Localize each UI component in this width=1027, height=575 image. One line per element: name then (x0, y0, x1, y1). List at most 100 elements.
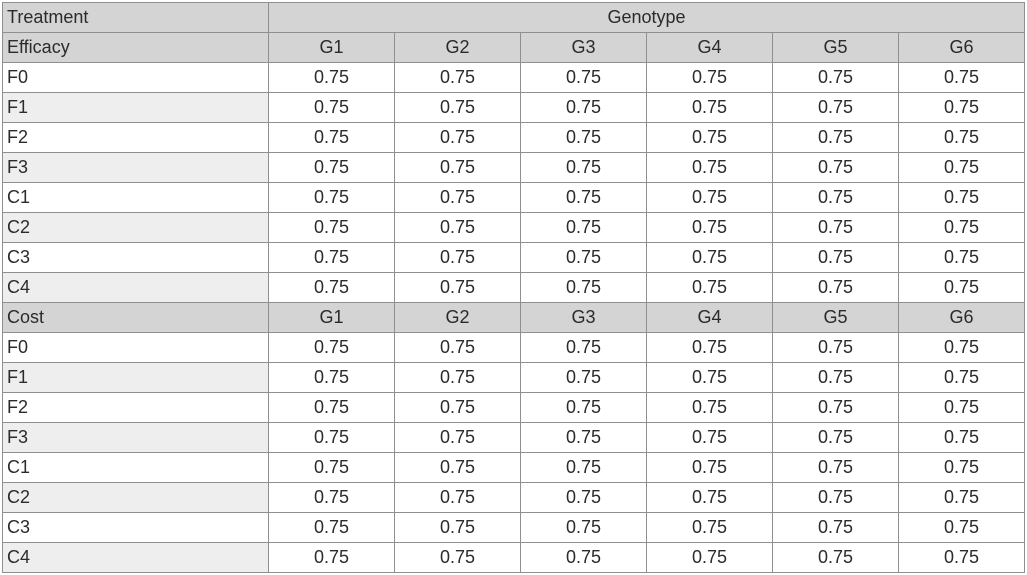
value-cell: 0.75 (772, 422, 899, 453)
value-cell: 0.75 (897, 542, 1026, 573)
value-cell: 0.75 (268, 542, 395, 573)
value-cell: 0.75 (268, 152, 395, 183)
genotype-header-g1: G1 (268, 302, 395, 333)
table-row: C4 0.75 0.75 0.75 0.75 0.75 0.75 (2, 542, 1026, 573)
value-cell: 0.75 (394, 332, 521, 363)
value-cell: 0.75 (772, 212, 899, 243)
treatment-label: F0 (2, 332, 269, 363)
treatment-label: F0 (2, 62, 269, 93)
value-cell: 0.75 (520, 512, 647, 543)
value-cell: 0.75 (772, 92, 899, 123)
value-cell: 0.75 (268, 62, 395, 93)
table-row: F3 0.75 0.75 0.75 0.75 0.75 0.75 (2, 422, 1026, 453)
value-cell: 0.75 (394, 272, 521, 303)
genotype-group-header: Genotype (267, 2, 1026, 33)
value-cell: 0.75 (394, 512, 521, 543)
value-cell: 0.75 (394, 482, 521, 513)
table-row: F0 0.75 0.75 0.75 0.75 0.75 0.75 (2, 62, 1026, 93)
value-cell: 0.75 (520, 92, 647, 123)
value-cell: 0.75 (520, 242, 647, 273)
value-cell: 0.75 (520, 182, 647, 213)
value-cell: 0.75 (646, 422, 773, 453)
value-cell: 0.75 (268, 452, 395, 483)
value-cell: 0.75 (268, 332, 395, 363)
table-row: F3 0.75 0.75 0.75 0.75 0.75 0.75 (2, 152, 1026, 183)
value-cell: 0.75 (646, 122, 773, 153)
value-cell: 0.75 (268, 512, 395, 543)
value-cell: 0.75 (394, 392, 521, 423)
value-cell: 0.75 (897, 272, 1026, 303)
value-cell: 0.75 (520, 362, 647, 393)
genotype-header-g2: G2 (394, 302, 521, 333)
treatment-label: C2 (2, 482, 269, 513)
value-cell: 0.75 (772, 62, 899, 93)
value-cell: 0.75 (772, 362, 899, 393)
value-cell: 0.75 (897, 152, 1026, 183)
table-row: C3 0.75 0.75 0.75 0.75 0.75 0.75 (2, 512, 1026, 543)
treatment-label: F3 (2, 152, 269, 183)
table-row: C2 0.75 0.75 0.75 0.75 0.75 0.75 (2, 212, 1026, 243)
value-cell: 0.75 (268, 392, 395, 423)
value-cell: 0.75 (772, 182, 899, 213)
value-cell: 0.75 (897, 362, 1026, 393)
section-header-row-cost: Cost G1 G2 G3 G4 G5 G6 (2, 302, 1026, 333)
value-cell: 0.75 (268, 212, 395, 243)
value-cell: 0.75 (394, 62, 521, 93)
value-cell: 0.75 (772, 392, 899, 423)
value-cell: 0.75 (394, 362, 521, 393)
value-cell: 0.75 (394, 92, 521, 123)
value-cell: 0.75 (772, 272, 899, 303)
treatment-label: C4 (2, 272, 269, 303)
genotype-header-g4: G4 (646, 302, 773, 333)
table-row: F2 0.75 0.75 0.75 0.75 0.75 0.75 (2, 392, 1026, 423)
value-cell: 0.75 (394, 182, 521, 213)
value-cell: 0.75 (897, 182, 1026, 213)
value-cell: 0.75 (897, 452, 1026, 483)
value-cell: 0.75 (394, 242, 521, 273)
treatment-label: F2 (2, 122, 269, 153)
value-cell: 0.75 (646, 152, 773, 183)
value-cell: 0.75 (268, 242, 395, 273)
value-cell: 0.75 (772, 542, 899, 573)
value-cell: 0.75 (772, 242, 899, 273)
value-cell: 0.75 (772, 452, 899, 483)
value-cell: 0.75 (646, 482, 773, 513)
value-cell: 0.75 (646, 242, 773, 273)
value-cell: 0.75 (646, 542, 773, 573)
genotype-header-g3: G3 (520, 302, 647, 333)
table-row: F2 0.75 0.75 0.75 0.75 0.75 0.75 (2, 122, 1026, 153)
value-cell: 0.75 (520, 422, 647, 453)
table-row: F1 0.75 0.75 0.75 0.75 0.75 0.75 (2, 92, 1026, 123)
genotype-header-g4: G4 (646, 32, 773, 63)
value-cell: 0.75 (520, 392, 647, 423)
treatment-label: C2 (2, 212, 269, 243)
value-cell: 0.75 (520, 122, 647, 153)
value-cell: 0.75 (646, 212, 773, 243)
treatment-label: C1 (2, 452, 269, 483)
value-cell: 0.75 (268, 122, 395, 153)
value-cell: 0.75 (646, 182, 773, 213)
value-cell: 0.75 (394, 422, 521, 453)
treatment-label: F1 (2, 362, 269, 393)
value-cell: 0.75 (772, 482, 899, 513)
value-cell: 0.75 (268, 422, 395, 453)
value-cell: 0.75 (268, 272, 395, 303)
value-cell: 0.75 (897, 392, 1026, 423)
value-cell: 0.75 (897, 482, 1026, 513)
value-cell: 0.75 (520, 482, 647, 513)
value-cell: 0.75 (394, 212, 521, 243)
table-row: C3 0.75 0.75 0.75 0.75 0.75 0.75 (2, 242, 1026, 273)
genotype-header-g6: G6 (897, 302, 1026, 333)
value-cell: 0.75 (268, 182, 395, 213)
genotype-header-g2: G2 (394, 32, 521, 63)
value-cell: 0.75 (268, 362, 395, 393)
value-cell: 0.75 (268, 482, 395, 513)
value-cell: 0.75 (520, 152, 647, 183)
value-cell: 0.75 (520, 542, 647, 573)
value-cell: 0.75 (897, 122, 1026, 153)
genotype-header-g5: G5 (772, 32, 899, 63)
value-cell: 0.75 (268, 92, 395, 123)
value-cell: 0.75 (646, 392, 773, 423)
